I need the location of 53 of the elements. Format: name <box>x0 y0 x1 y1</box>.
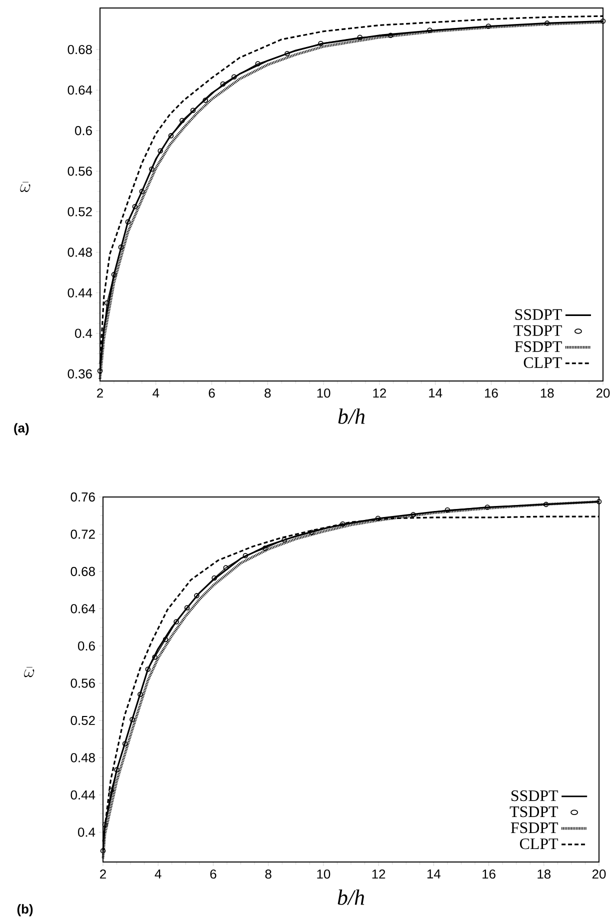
y-tick-label: 0.36 <box>68 369 92 378</box>
y-tick-label: 0.56 <box>68 166 92 176</box>
text: (b) <box>17 904 33 916</box>
x-tick-label: 4 <box>152 388 160 398</box>
y-tick-label: 0.44 <box>70 790 96 800</box>
y-tick-label: 0.52 <box>68 207 92 216</box>
y-tick-label: 0.72 <box>70 530 95 539</box>
y-tick-label: 0.44 <box>68 288 92 298</box>
y-tick-label: 0.6 <box>74 126 92 136</box>
x-tick-label: 18 <box>540 388 554 398</box>
x-tick-label: 2 <box>100 869 106 879</box>
x-tick-label: 20 <box>596 388 610 398</box>
x-tick-label: 18 <box>538 869 551 879</box>
legend-label: FSDPT <box>510 822 558 834</box>
x-tick-label: 16 <box>485 388 498 398</box>
y-tick-label: 0.56 <box>70 678 95 688</box>
y-tick-label: 0.68 <box>68 44 92 54</box>
x-tick-label: 4 <box>154 870 162 878</box>
legend-label: CLPT <box>524 357 562 368</box>
y-tick-label: 0.52 <box>70 716 95 726</box>
y-tick-label: 0.4 <box>74 328 92 338</box>
legend-label: FSDPT <box>514 341 562 352</box>
x-tick-label: 6 <box>210 869 216 879</box>
legend-label: SSDPT <box>515 309 562 320</box>
x-tick-label: 8 <box>264 388 271 398</box>
y-axis-title: $\bar{\omega}$ <box>20 182 30 192</box>
x-axis-title: b/h <box>338 408 365 424</box>
x-tick-label: 10 <box>317 388 330 398</box>
y-tick-label: 0.64 <box>68 86 92 95</box>
x-tick-label: 10 <box>317 869 330 879</box>
x-tick-label: 2 <box>97 388 103 398</box>
text: (a) <box>14 423 29 436</box>
x-tick-label: 6 <box>208 388 215 398</box>
y-tick-label: 0.64 <box>70 604 96 614</box>
x-axis-title: b/h <box>338 889 364 905</box>
x-tick-label: 20 <box>592 869 606 879</box>
y-tick-label: 0.4 <box>78 828 96 837</box>
x-tick-label: 16 <box>482 869 496 879</box>
y-tick-label: 0.68 <box>70 566 95 576</box>
y-tick-label: 0.76 <box>70 492 95 502</box>
x-tick-label: 14 <box>427 870 440 878</box>
y-tick-label: 0.6 <box>78 641 95 651</box>
legend-label: TSDPT <box>510 806 558 818</box>
legend-label: SSDPT <box>511 790 558 802</box>
legend-label: CLPT <box>520 838 558 850</box>
y-tick-label: 0.48 <box>68 248 92 257</box>
x-tick-label: 8 <box>265 869 272 879</box>
x-tick-label: 12 <box>373 388 386 398</box>
x-tick-label: 12 <box>372 869 386 879</box>
y-axis-title: $\bar{\omega}$ <box>24 667 34 678</box>
legend-label: TSDPT <box>514 325 562 336</box>
y-tick-label: 0.48 <box>70 753 95 762</box>
x-tick-label: 14 <box>429 388 442 398</box>
